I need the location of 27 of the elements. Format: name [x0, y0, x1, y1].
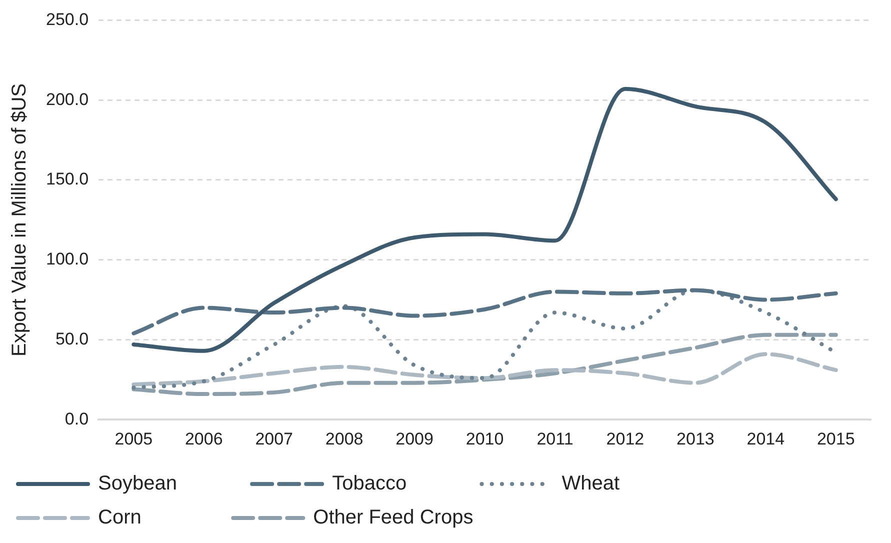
x-tick-label: 2014 [746, 429, 785, 448]
x-tick-label: 2006 [184, 429, 223, 448]
x-tick-label: 2005 [114, 429, 153, 448]
y-axis-title: Export Value in Millions of $US [8, 83, 31, 356]
legend-label: Corn [98, 506, 220, 529]
x-tick-label: 2011 [536, 429, 574, 448]
y-tick-label: 100.0 [46, 250, 89, 269]
y-tick-label: 50.0 [55, 329, 89, 348]
line-series [132, 86, 838, 353]
legend-label: Other Feed Crops [313, 506, 484, 529]
x-tick-label: 2009 [396, 429, 434, 448]
x-tick-label: 2008 [325, 429, 364, 448]
legend-label: Wheat [562, 472, 692, 495]
line-series [132, 288, 838, 336]
line-series [132, 352, 838, 386]
y-tick-label: 0.0 [64, 409, 89, 428]
x-tick-label: 2015 [816, 429, 855, 448]
line-series [132, 332, 838, 396]
x-tick-label: 2012 [606, 429, 644, 448]
y-tick-label: 200.0 [46, 90, 89, 109]
legend-label: Tobacco [332, 472, 468, 495]
x-tick-label: 2010 [466, 429, 504, 448]
y-tick-label: 250.0 [46, 10, 89, 29]
x-tick-label: 2013 [676, 429, 714, 448]
x-tick-label: 2007 [255, 429, 294, 448]
y-tick-label: 150.0 [46, 170, 89, 189]
legend-label: Soybean [98, 472, 238, 495]
